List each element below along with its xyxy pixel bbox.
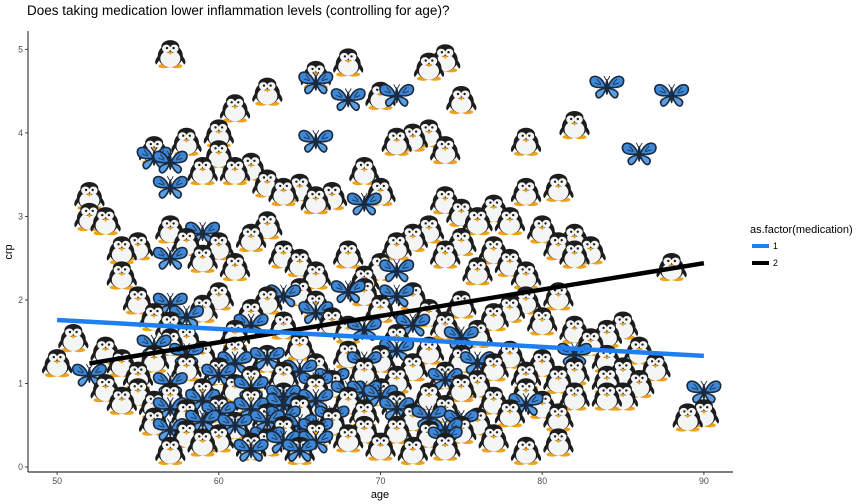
penguin-point: [333, 240, 364, 269]
butterfly-point: [298, 71, 334, 95]
legend-label-1: 1: [773, 241, 778, 251]
x-tick-label: 70: [376, 476, 386, 486]
legend-title: as.factor(medication): [750, 224, 853, 236]
penguin-point: [543, 173, 574, 202]
butterfly-point: [282, 438, 318, 462]
butterfly-point: [330, 279, 366, 304]
penguin-point: [446, 86, 477, 115]
penguin-point: [559, 111, 590, 140]
butterfly-point: [233, 438, 269, 462]
butterfly-point: [152, 246, 188, 270]
butterfly-point: [621, 142, 657, 166]
penguin-point: [333, 48, 364, 77]
butterfly-point: [152, 150, 188, 174]
fit-line-series-1: [56, 317, 705, 359]
penguin-point: [155, 40, 186, 69]
x-tick-label: 50: [52, 476, 62, 486]
butterfly-point: [654, 83, 690, 107]
legend-label-2: 2: [773, 258, 778, 268]
x-tick-label: 90: [699, 476, 709, 486]
x-tick-label: 60: [214, 476, 224, 486]
y-tick-label: 5: [18, 44, 23, 54]
ticks-layer: 50 60 70 80 90 0 1 2 3 4 5: [18, 44, 709, 486]
fit-lines-layer: [56, 260, 705, 366]
penguin-point: [219, 94, 251, 123]
penguin-point: [106, 261, 137, 290]
y-tick-label: 4: [18, 128, 23, 138]
y-tick-label: 3: [18, 211, 23, 221]
butterfly-point: [330, 87, 366, 112]
fit-line-series-2: [89, 260, 705, 366]
butterfly-point: [589, 75, 625, 99]
butterfly-point: [379, 258, 415, 283]
penguin-point: [510, 177, 542, 207]
penguin-point: [543, 428, 574, 457]
penguin-point: [510, 436, 542, 465]
y-tick-label: 0: [18, 462, 23, 472]
y-tick-label: 2: [18, 295, 23, 305]
penguin-point: [510, 127, 542, 156]
butterfly-point: [379, 83, 415, 107]
butterfly-point: [152, 175, 188, 199]
y-axis-title: crp: [3, 244, 15, 259]
penguin-point: [252, 77, 283, 106]
x-axis-title: age: [371, 489, 389, 501]
legend: as.factor(medication) 1 2: [750, 224, 853, 268]
penguin-point: [41, 349, 73, 378]
x-tick-label: 80: [537, 476, 547, 486]
penguin-point: [171, 127, 202, 156]
butterfly-point: [346, 192, 382, 216]
butterfly-point: [298, 129, 334, 153]
y-tick-label: 1: [18, 378, 23, 388]
penguin-point: [58, 324, 89, 353]
chart-title: Does taking medication lower inflammatio…: [27, 3, 449, 18]
points-layer: [41, 40, 722, 465]
